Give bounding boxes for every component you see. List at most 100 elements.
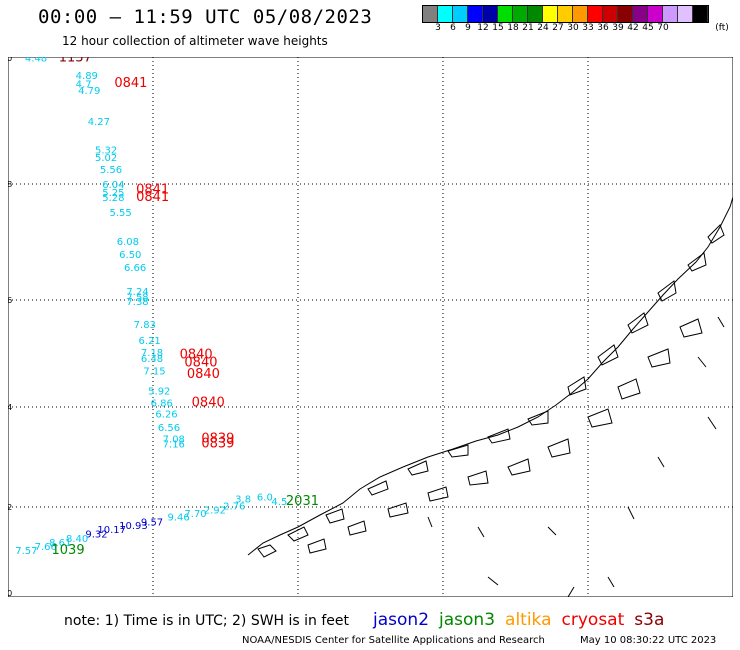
wave-height-label: 6.04 — [102, 180, 124, 191]
legend-swatch — [633, 6, 648, 22]
legend-label: 15 — [492, 23, 504, 33]
lake-outline — [707, 416, 717, 430]
satellite-cryosat: cryosat — [561, 610, 625, 630]
legend-swatch — [693, 6, 708, 22]
credit-line: NOAA/NESDIS Center for Satellite Applica… — [242, 635, 545, 646]
coastline-island — [447, 444, 469, 458]
legend-swatch — [528, 6, 543, 22]
axis-labels: 70686664626003691215 — [8, 57, 12, 597]
wave-height-label: 7.58 — [126, 293, 148, 304]
lake-outline — [487, 576, 499, 586]
legend-label: 39 — [612, 23, 624, 33]
legend-label: 33 — [582, 23, 594, 33]
coastline-island — [467, 470, 489, 486]
lake-outline — [697, 356, 707, 368]
wave-height-label: 7.83 — [134, 320, 156, 331]
wave-height-map: 70686664626003691215 4.4811374.894.74.79… — [8, 57, 733, 597]
wave-height-label: 4.48 — [25, 57, 47, 64]
color-legend-labels: 3 6 9 12 15 18 21 24 27 30 33 36 39 42 45 70 (ft) — [422, 23, 740, 35]
footer-legend: note: 1) Time is in UTC; 2) SWH is in fe… — [64, 610, 674, 630]
legend-swatch — [468, 6, 483, 22]
norway-coastline — [247, 196, 733, 597]
legend-label: 9 — [465, 23, 471, 33]
wave-height-label: 4.89 — [76, 71, 98, 82]
generated-timestamp: May 10 08:30:22 UTC 2023 — [580, 635, 717, 646]
legend-swatch — [513, 6, 528, 22]
legend-swatch — [648, 6, 663, 22]
wave-height-label: 5.25 — [102, 188, 124, 199]
units-note: note: 1) Time is in UTC; 2) SWH is in fe… — [64, 613, 350, 629]
coastline-island — [367, 480, 389, 496]
lat-tick-label: 60 — [8, 589, 12, 597]
coastline-island — [597, 344, 619, 366]
wave-height-label: 2.92 — [204, 505, 226, 516]
wave-height-label: 4.7 — [76, 79, 92, 90]
wave-height-label: 5.28 — [102, 193, 124, 204]
legend-label: 24 — [537, 23, 549, 33]
coastline-island — [507, 458, 531, 476]
wave-height-label: 6.48 — [141, 354, 163, 365]
legend-swatch — [603, 6, 618, 22]
wave-height-label: 6.56 — [158, 423, 180, 434]
lat-tick-label: 70 — [8, 57, 12, 63]
coastline-island — [325, 508, 345, 524]
pass-time-label: 0840 — [187, 367, 220, 382]
legend-swatch — [618, 6, 633, 22]
page-title: 00:00 – 11:59 UTC 05/08/2023 — [38, 6, 373, 28]
lat-tick-label: 62 — [8, 503, 12, 512]
page-subtitle: 12 hour collection of altimeter wave hei… — [62, 34, 328, 48]
coastline-island — [427, 486, 449, 502]
wave-height-label: 6.08 — [117, 237, 139, 248]
satellite-altika: altika — [505, 610, 552, 630]
wave-height-label: 6.21 — [139, 336, 161, 347]
legend-label: 21 — [522, 23, 534, 33]
pass-time-label: 1039 — [52, 543, 85, 558]
wave-height-label: 7.16 — [163, 440, 185, 451]
legend-label: 70 — [657, 23, 669, 33]
lat-lon-grid — [8, 57, 733, 597]
lake-outline — [627, 506, 635, 520]
coastline-island — [657, 280, 677, 302]
wave-height-label: 8.61 — [49, 538, 71, 549]
wave-height-label: 5.02 — [95, 153, 117, 164]
legend-swatch — [678, 6, 693, 22]
satellite-jason2: jason2 — [373, 610, 430, 630]
coastline-island — [647, 348, 671, 368]
wave-height-label: 4.79 — [78, 86, 100, 97]
coastline-island — [487, 428, 511, 444]
map-frame — [8, 57, 733, 597]
pass-time-label: 1137 — [59, 57, 92, 65]
legend-swatch — [483, 6, 498, 22]
legend-swatch — [588, 6, 603, 22]
pass-time-label: 2031 — [286, 494, 319, 509]
coastline-island — [307, 538, 327, 554]
coastline-island — [287, 526, 309, 542]
legend-label: 12 — [477, 23, 489, 33]
wave-height-label: 7.24 — [126, 287, 148, 298]
pass-time-label: 0841 — [136, 182, 169, 197]
wave-height-label: 4.27 — [88, 117, 110, 128]
wave-height-label: 8.40 — [66, 534, 88, 545]
coastline-island — [567, 376, 587, 396]
legend-swatch — [558, 6, 573, 22]
lat-tick-label: 68 — [8, 180, 12, 189]
wave-height-label: 6.66 — [124, 263, 146, 274]
pass-time-label: 0840 — [184, 355, 217, 370]
legend-label: 3 — [435, 23, 441, 33]
wave-height-label: 10.17 — [97, 525, 126, 536]
coastline-main — [247, 196, 733, 556]
pass-time-label: 0839 — [201, 437, 234, 452]
legend-label: 45 — [642, 23, 654, 33]
pass-time-label: 0841 — [114, 76, 147, 91]
pass-time-label: 0839 — [201, 432, 234, 447]
wave-height-label: 5.55 — [110, 208, 132, 219]
wave-height-label: 6.86 — [151, 398, 173, 409]
wave-height-label: 6.50 — [119, 250, 141, 261]
wave-height-label: 7.18 — [141, 348, 163, 359]
wave-height-label: 7.08 — [163, 435, 185, 446]
wave-height-label: 6.26 — [155, 410, 177, 421]
legend-swatch — [543, 6, 558, 22]
wave-height-label: 7.66 — [35, 542, 57, 553]
lake-outline — [607, 576, 615, 588]
lake-outline — [657, 456, 665, 468]
